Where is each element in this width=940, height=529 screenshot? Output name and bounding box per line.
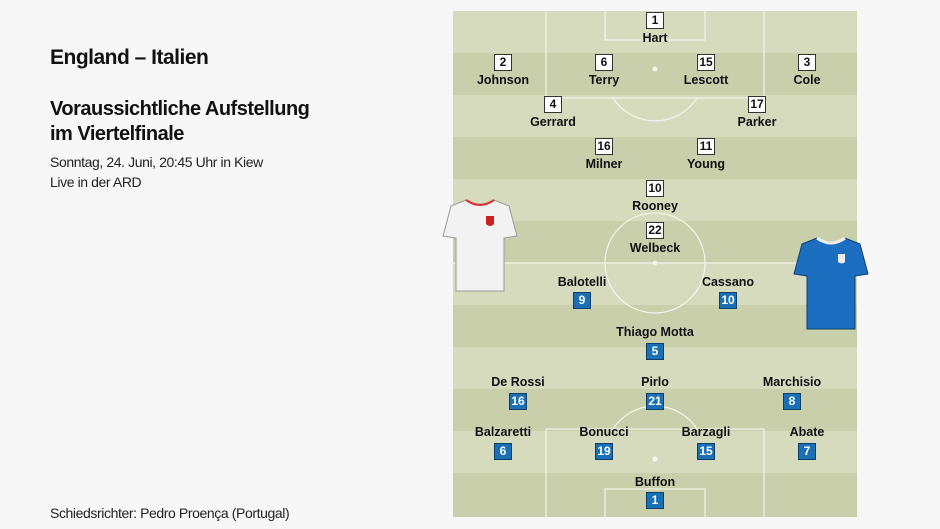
italy-player-name: Pirlo xyxy=(641,375,669,389)
england-player-number: 22 xyxy=(646,222,664,239)
england-player-name: Gerrard xyxy=(530,115,576,129)
england-player-name: Johnson xyxy=(476,73,530,87)
italy-player-name: Balzaretti xyxy=(474,425,532,439)
italy-player-name: Thiago Motta xyxy=(616,325,694,339)
england-player-number: 17 xyxy=(748,96,766,113)
italy-player-name: Abate xyxy=(789,425,825,439)
pitch-stripe xyxy=(453,95,857,137)
subtitle-line1: Voraussichtliche Aufstellung xyxy=(50,98,310,120)
italy-player-name: Marchisio xyxy=(762,375,822,389)
italy-player-name: Barzagli xyxy=(681,425,731,439)
england-player-name: Parker xyxy=(737,115,777,129)
england-player-name: Rooney xyxy=(632,199,678,213)
italy-player-number: 7 xyxy=(798,443,816,460)
italy-player-number: 19 xyxy=(595,443,613,460)
italy-player-name: Bonucci xyxy=(579,425,629,439)
england-player-name: Hart xyxy=(642,31,668,45)
england-player-number: 15 xyxy=(697,54,715,71)
pitch-stripe xyxy=(453,137,857,179)
italy-player-number: 15 xyxy=(697,443,715,460)
pitch-stripe xyxy=(453,431,857,473)
italy-player-number: 6 xyxy=(494,443,512,460)
pitch-stripe xyxy=(453,263,857,305)
italy-player-number: 10 xyxy=(719,292,737,309)
pitch-stripe xyxy=(453,53,857,95)
italy-player-number: 16 xyxy=(509,393,527,410)
england-player-name: Welbeck xyxy=(629,241,681,255)
england-player-number: 1 xyxy=(646,12,664,29)
italy-player-number: 9 xyxy=(573,292,591,309)
italy-player-name: Balotelli xyxy=(557,275,607,289)
italy-player-number: 8 xyxy=(783,393,801,410)
england-shirt-icon xyxy=(442,199,518,292)
italy-player-number: 1 xyxy=(646,492,664,509)
italy-shirt-icon xyxy=(793,236,869,330)
italy-player-number: 5 xyxy=(646,343,664,360)
italy-player-name: Cassano xyxy=(701,275,755,289)
lineup-heading: Voraussichtliche Aufstellung im Viertelf… xyxy=(50,97,310,147)
england-player-number: 6 xyxy=(595,54,613,71)
match-title: England – Italien xyxy=(50,46,209,69)
england-player-name: Milner xyxy=(585,157,623,171)
match-date: Sonntag, 24. Juni, 20:45 Uhr in Kiew xyxy=(50,154,263,170)
england-player-number: 4 xyxy=(544,96,562,113)
england-player-number: 11 xyxy=(697,138,715,155)
england-player-number: 16 xyxy=(595,138,613,155)
football-pitch xyxy=(453,11,857,517)
england-player-name: Terry xyxy=(588,73,620,87)
england-player-name: Young xyxy=(687,157,725,171)
subtitle-line2: im Viertelfinale xyxy=(50,123,184,145)
england-player-name: Cole xyxy=(793,73,821,87)
pitch-stripe xyxy=(453,305,857,347)
italy-player-name: De Rossi xyxy=(491,375,545,389)
england-player-number: 2 xyxy=(494,54,512,71)
italy-player-name: Buffon xyxy=(634,475,676,489)
italy-player-number: 21 xyxy=(646,393,664,410)
broadcast-info: Live in der ARD xyxy=(50,174,142,190)
england-player-name: Lescott xyxy=(683,73,729,87)
england-player-number: 3 xyxy=(798,54,816,71)
referee-info: Schiedsrichter: Pedro Proença (Portugal) xyxy=(50,505,290,521)
england-player-number: 10 xyxy=(646,180,664,197)
